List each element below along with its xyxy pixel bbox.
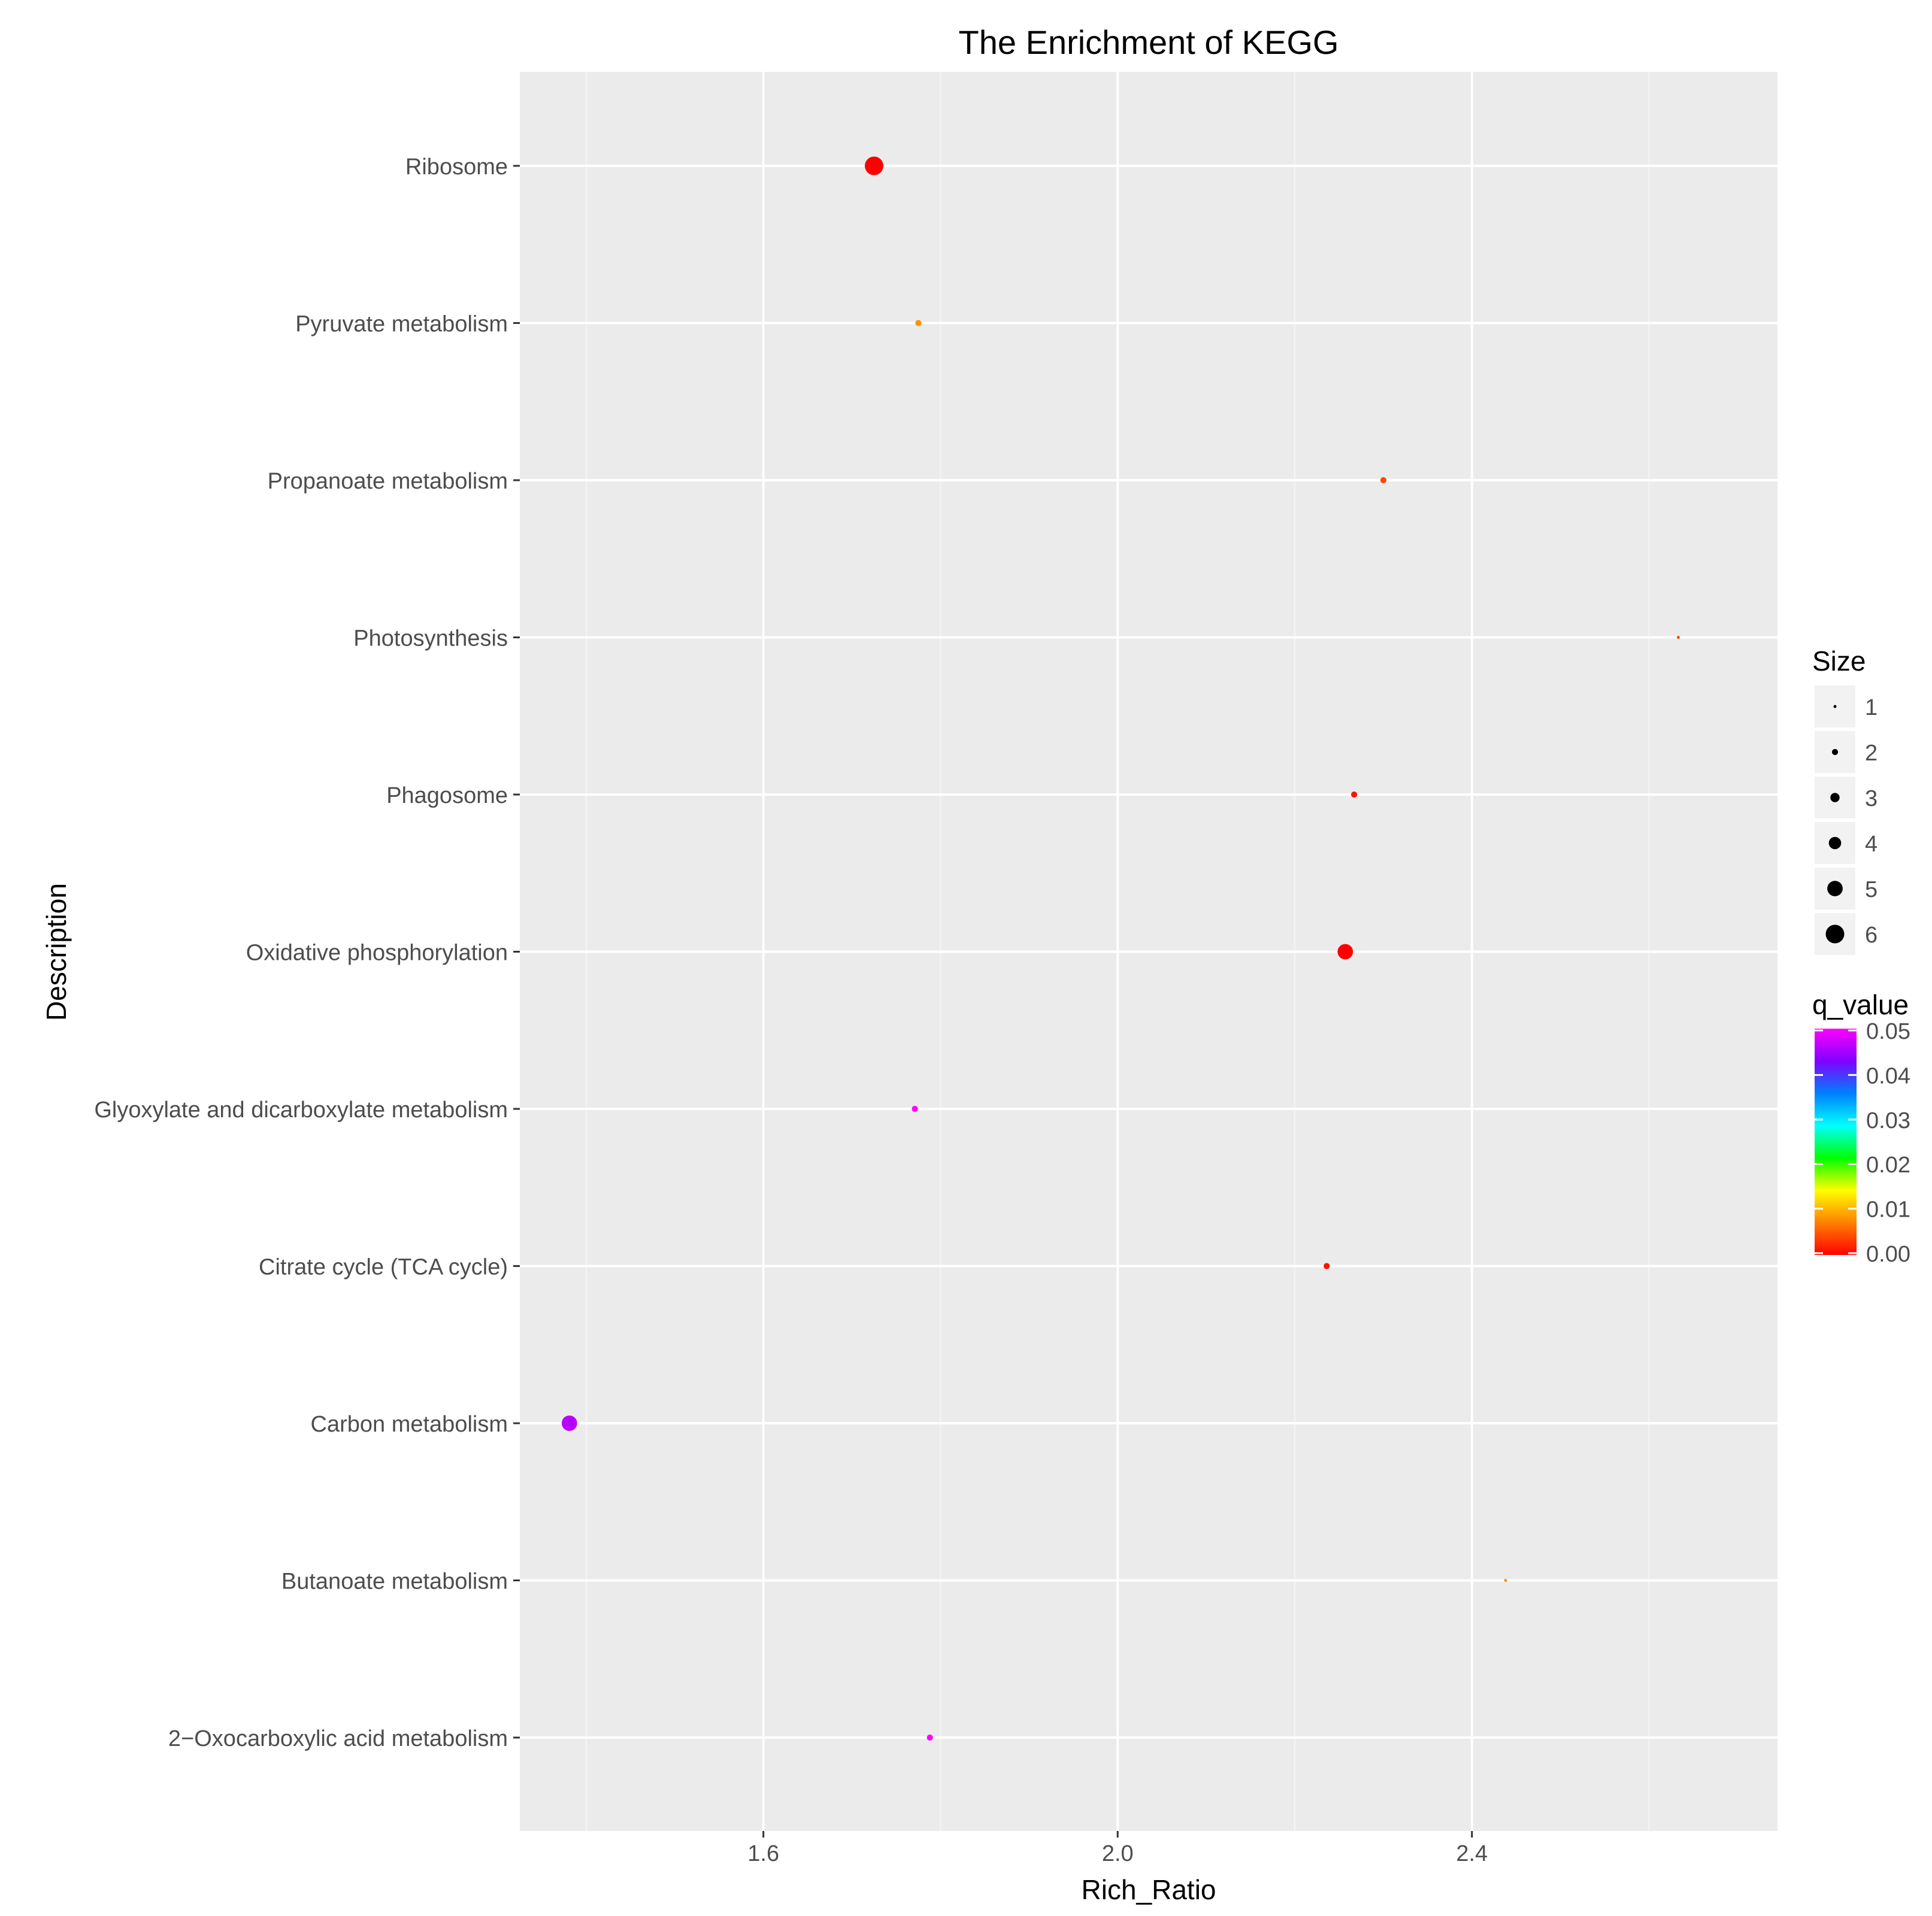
- size-legend-title: Size: [1812, 645, 1866, 677]
- size-legend-point: [1825, 924, 1845, 944]
- x-tick-label: 1.6: [747, 1841, 779, 1866]
- y-tick-label: Butanoate metabolism: [281, 1569, 508, 1594]
- y-tick-label: Glyoxylate and dicarboxylate metabolism: [94, 1098, 508, 1123]
- y-tick-label: Ribosome: [405, 154, 508, 180]
- data-point: [561, 1415, 577, 1431]
- colorbar-tick-label: 0.02: [1866, 1153, 1910, 1178]
- size-legend-point: [1828, 836, 1842, 850]
- data-point: [1324, 1263, 1330, 1269]
- q-value-legend-title: q_value: [1812, 989, 1909, 1020]
- size-legend-point: [1827, 881, 1843, 896]
- colorbar-tick-label: 0.00: [1866, 1242, 1910, 1267]
- y-axis-title: Description: [41, 883, 72, 1021]
- size-legend-label: 4: [1865, 832, 1878, 857]
- size-legend-label: 6: [1865, 923, 1878, 948]
- x-tick-label: 2.0: [1102, 1841, 1134, 1866]
- colorbar-tick-label: 0.03: [1866, 1108, 1910, 1133]
- data-point: [1337, 944, 1353, 960]
- data-point: [912, 1105, 918, 1112]
- y-tick-label: Photosynthesis: [353, 626, 508, 651]
- y-tick-label: Phagosome: [386, 783, 508, 808]
- size-legend-label: 2: [1865, 741, 1878, 766]
- x-tick-label: 2.4: [1456, 1841, 1488, 1866]
- data-point: [915, 320, 922, 326]
- q-value-colorbar: [1815, 1029, 1857, 1255]
- x-axis: 1.6 2.0 2.4: [747, 1831, 1488, 1866]
- data-points: [561, 156, 1680, 1741]
- colorbar-tick-label: 0.04: [1866, 1063, 1910, 1089]
- data-point: [1676, 636, 1680, 639]
- size-legend-label: 3: [1865, 786, 1878, 811]
- y-axis: Ribosome Pyruvate metabolism Propanoate me…: [94, 154, 520, 1751]
- data-point: [926, 1734, 933, 1741]
- colorbar-tick-label: 0.05: [1866, 1019, 1910, 1044]
- y-tick-label: Pyruvate metabolism: [295, 312, 508, 337]
- y-tick-label: Propanoate metabolism: [268, 469, 508, 494]
- data-point: [865, 156, 884, 175]
- y-tick-label: Carbon metabolism: [311, 1412, 508, 1437]
- size-legend-point: [1833, 705, 1837, 708]
- x-axis-title: Rich_Ratio: [1082, 1874, 1216, 1905]
- y-tick-label: Citrate cycle (TCA cycle): [259, 1255, 508, 1280]
- size-legend: Size 1 2 3 4 5 6: [1812, 645, 1878, 955]
- data-point: [1380, 477, 1387, 484]
- size-legend-label: 5: [1865, 877, 1878, 902]
- colorbar-tick-label: 0.01: [1866, 1198, 1910, 1223]
- data-point: [1504, 1579, 1507, 1582]
- y-tick-label: Oxidative phosphorylation: [246, 941, 508, 966]
- data-point: [1350, 791, 1358, 798]
- size-legend-label: 1: [1865, 695, 1878, 720]
- y-tick-label: 2−Oxocarboxylic acid metabolism: [168, 1726, 508, 1751]
- size-legend-point: [1831, 748, 1839, 756]
- size-legend-point: [1830, 793, 1840, 802]
- q-value-legend: q_value 0.05 0.04 0.03 0.02 0.01 0.00: [1812, 989, 1910, 1267]
- plot-panel: [520, 72, 1777, 1831]
- chart-title: The Enrichment of KEGG: [959, 23, 1339, 61]
